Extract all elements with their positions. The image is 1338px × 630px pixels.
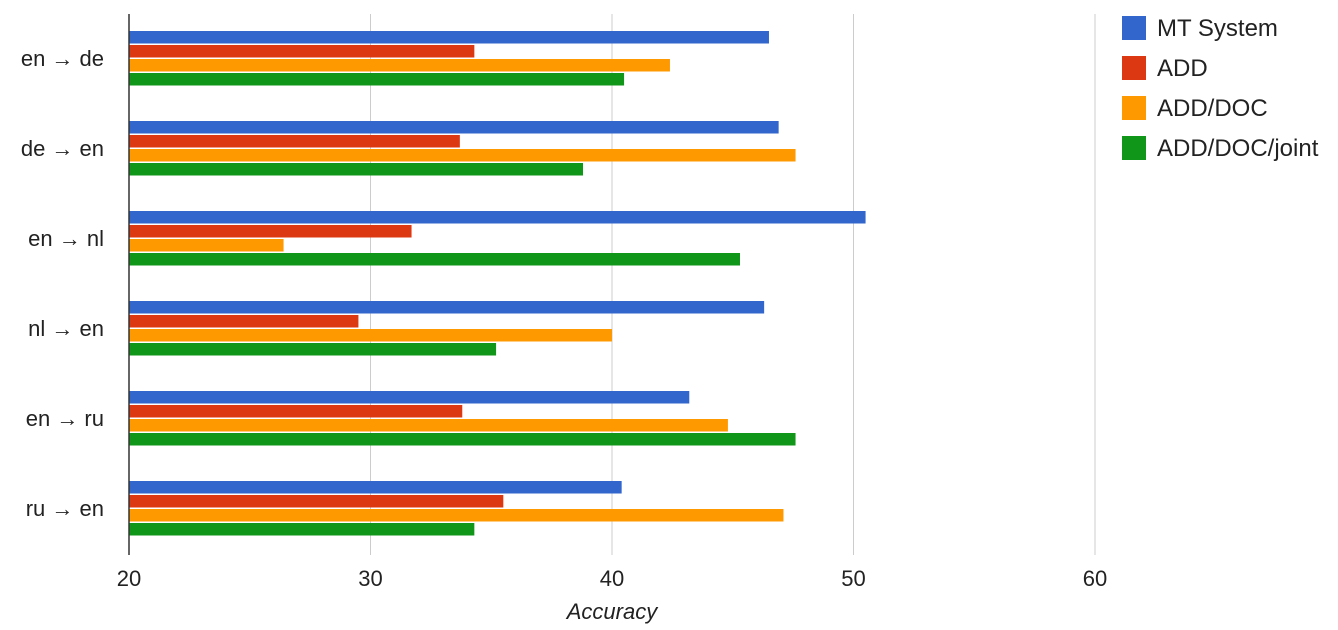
bar-mt-system [129, 481, 622, 494]
legend-swatch [1122, 56, 1146, 80]
bar-add-doc [129, 419, 728, 432]
bar-add-doc-joint [129, 73, 625, 86]
x-tick-label: 50 [841, 566, 865, 591]
bar-add-doc [129, 239, 284, 252]
category-label: en → ru [26, 406, 104, 431]
legend-swatch [1122, 96, 1146, 120]
bar-add [129, 315, 359, 328]
bar-add [129, 135, 460, 148]
x-tick-label: 40 [600, 566, 624, 591]
bar-add-doc-joint [129, 253, 740, 266]
bar-mt-system [129, 211, 866, 224]
legend-label: ADD/DOC [1157, 95, 1268, 122]
gridlines [370, 14, 1096, 555]
bar-mt-system [129, 31, 769, 44]
category-labels: en → de de → en en → nl nl → en en → ru ru → … [21, 46, 104, 521]
bar-add [129, 495, 504, 508]
bar-mt-system [129, 301, 765, 314]
bar-mt-system [129, 121, 779, 134]
bar-add-doc [129, 509, 784, 522]
bar-add-doc [129, 59, 670, 72]
legend-label: ADD/DOC/joint [1157, 135, 1319, 162]
bar-add-doc-joint [129, 523, 475, 536]
bar-add [129, 405, 463, 418]
category-label: de → en [21, 136, 104, 161]
bar-mt-system [129, 391, 690, 404]
legend-swatch [1122, 136, 1146, 160]
bar-add [129, 225, 412, 238]
category-label: nl → en [28, 316, 104, 341]
x-axis-title: Accuracy [565, 599, 659, 624]
x-tick-label: 20 [117, 566, 141, 591]
x-tick-labels: 20 30 40 50 60 [117, 566, 1107, 591]
bar-add-doc [129, 149, 796, 162]
bar-add [129, 45, 475, 58]
legend-label: ADD [1157, 55, 1208, 82]
category-label: en → de [21, 46, 104, 71]
bar-add-doc [129, 329, 612, 342]
legend-swatch [1122, 16, 1146, 40]
category-label: en → nl [28, 226, 104, 251]
bar-add-doc-joint [129, 343, 497, 356]
bar-add-doc-joint [129, 163, 584, 176]
category-label: ru → en [26, 496, 104, 521]
x-tick-label: 60 [1083, 566, 1107, 591]
x-tick-label: 30 [358, 566, 382, 591]
legend-label: MT System [1157, 15, 1278, 42]
bar-add-doc-joint [129, 433, 796, 446]
bars-group [129, 31, 866, 536]
legend: MT System ADD ADD/DOC ADD/DOC/joint [1122, 15, 1319, 162]
